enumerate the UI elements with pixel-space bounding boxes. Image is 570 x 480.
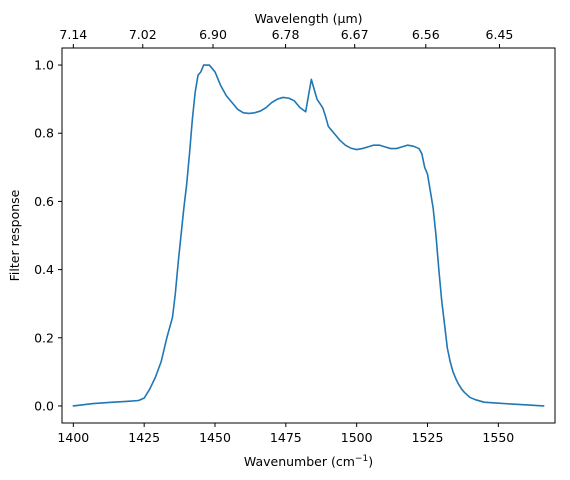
x-tick-label: 1475 bbox=[270, 430, 302, 445]
series-line bbox=[72, 64, 545, 407]
y-tick-label: 1.0 bbox=[34, 58, 54, 73]
x-tick-label: 1400 bbox=[57, 430, 89, 445]
x-tick-label: 1525 bbox=[412, 430, 444, 445]
y-tick-label: 0.8 bbox=[34, 126, 54, 141]
y-tick-label: 0.6 bbox=[34, 194, 54, 209]
x-tick-label: 1550 bbox=[482, 430, 514, 445]
y-tick-label: 0.2 bbox=[34, 330, 54, 345]
x-axis-title: Wavenumber (cm−1) bbox=[244, 454, 373, 469]
y-axis-title: Filter response bbox=[7, 189, 22, 281]
top-tick-label: 7.02 bbox=[129, 27, 157, 42]
plot-frame bbox=[61, 47, 556, 424]
x-tick-label: 1425 bbox=[128, 430, 160, 445]
x-tick-label: 1450 bbox=[199, 430, 231, 445]
top-tick-label: 6.67 bbox=[341, 27, 369, 42]
y-tick-label: 0.0 bbox=[34, 398, 54, 413]
top-tick-label: 7.14 bbox=[59, 27, 87, 42]
top-tick-label: 6.78 bbox=[272, 27, 300, 42]
top-tick-label: 6.56 bbox=[412, 27, 440, 42]
top-tick-label: 6.45 bbox=[486, 27, 514, 42]
top-tick-label: 6.90 bbox=[199, 27, 227, 42]
y-tick-label: 0.4 bbox=[34, 262, 54, 277]
plot-area bbox=[72, 64, 545, 407]
axis-ticks: 1400 1425 1450 1475 1500 1525 1550 0.0 0.2 0.4 0.6… bbox=[34, 27, 514, 445]
top-axis-title: Wavelength (μm) bbox=[254, 11, 362, 26]
x-tick-label: 1500 bbox=[341, 430, 373, 445]
